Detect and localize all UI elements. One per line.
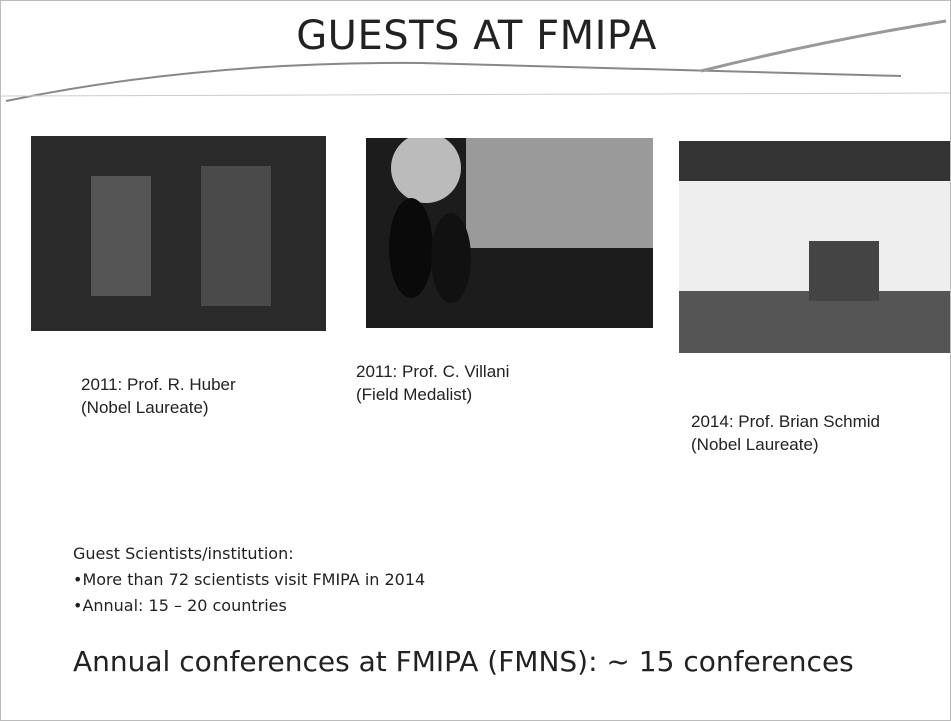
photo xyxy=(31,136,326,331)
caption-line: 2011: Prof. C. Villani xyxy=(356,360,509,383)
caption-line: (Nobel Laureate) xyxy=(691,433,880,456)
caption: 2011: Prof. R. Huber (Nobel Laureate) xyxy=(81,373,236,419)
caption-line: (Field Medalist) xyxy=(356,383,509,406)
bullet: •More than 72 scientists visit FMIPA in … xyxy=(73,567,425,593)
slide: GUESTS AT FMIPA 2011: Prof. R. Huber (No… xyxy=(0,0,951,721)
details-heading: Guest Scientists/institution: xyxy=(73,541,425,567)
caption-line: 2011: Prof. R. Huber xyxy=(81,373,236,396)
caption-line: 2014: Prof. Brian Schmid xyxy=(691,410,880,433)
details: Guest Scientists/institution: •More than… xyxy=(73,541,425,619)
title: GUESTS AT FMIPA xyxy=(1,13,951,59)
caption-line: (Nobel Laureate) xyxy=(81,396,236,419)
footer-text: Annual conferences at FMIPA (FMNS): ~ 15… xyxy=(73,645,854,678)
caption: 2014: Prof. Brian Schmid (Nobel Laureate… xyxy=(691,410,880,456)
bullet: •Annual: 15 – 20 countries xyxy=(73,593,425,619)
photo xyxy=(366,138,653,328)
photo xyxy=(679,141,951,353)
caption: 2011: Prof. C. Villani (Field Medalist) xyxy=(356,360,509,406)
